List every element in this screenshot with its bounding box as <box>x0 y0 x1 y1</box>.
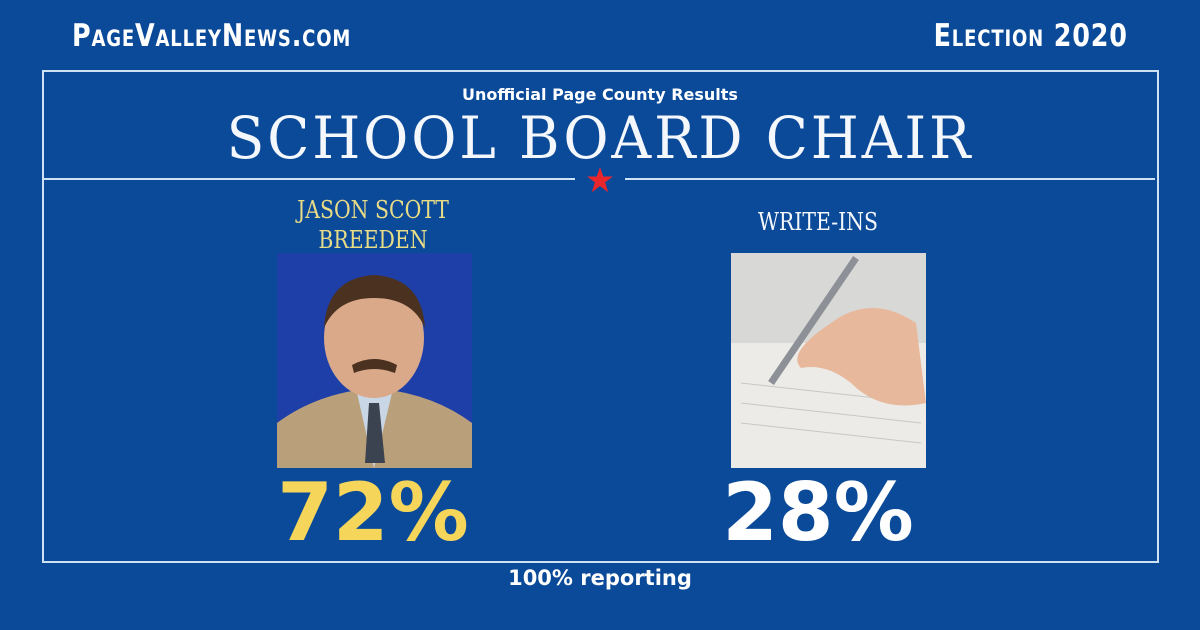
results-subtitle: Unofficial Page County Results <box>462 85 738 104</box>
star-icon <box>587 167 613 193</box>
results-frame <box>42 70 1159 563</box>
write-in-photo <box>731 253 926 468</box>
candidate-name: WRITE-INS <box>757 208 879 236</box>
race-title: SCHOOL BOARD CHAIR <box>226 104 974 172</box>
candidate-photo <box>277 253 472 468</box>
candidate-name-line2: BREEDEN <box>318 226 428 254</box>
candidate-percent: 72% <box>277 466 469 559</box>
site-name: PageValleyNews.com <box>72 18 352 54</box>
candidate-name: JASON SCOTT BREEDEN <box>246 195 501 255</box>
write-in-percent: 28% <box>722 466 914 559</box>
candidate-name-line1: JASON SCOTT <box>297 196 449 224</box>
reporting-status: 100% reporting <box>508 566 692 590</box>
election-label: Election 2020 <box>933 18 1128 54</box>
divider-left <box>44 178 575 180</box>
divider-right <box>625 178 1155 180</box>
